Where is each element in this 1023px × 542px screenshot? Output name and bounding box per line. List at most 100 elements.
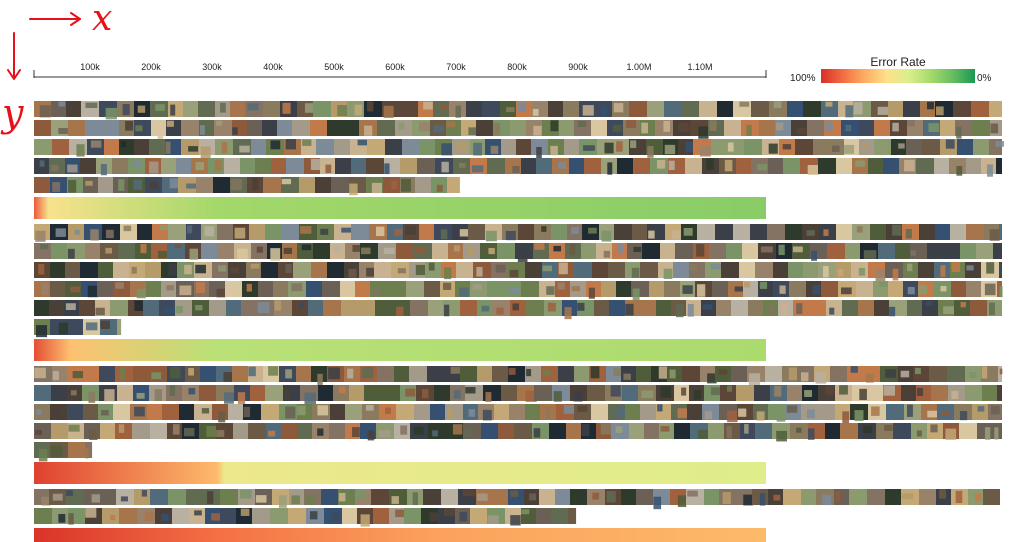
image-thumbnail[interactable] bbox=[34, 300, 49, 316]
image-thumbnail[interactable] bbox=[787, 101, 803, 117]
image-thumbnail[interactable] bbox=[424, 281, 440, 297]
image-thumbnail[interactable] bbox=[220, 508, 236, 524]
image-thumbnail[interactable] bbox=[534, 385, 552, 401]
image-thumbnail[interactable] bbox=[134, 120, 151, 136]
image-thumbnail[interactable] bbox=[629, 101, 647, 117]
image-thumbnail[interactable] bbox=[434, 385, 450, 401]
image-thumbnail[interactable] bbox=[525, 262, 542, 278]
image-thumbnail[interactable] bbox=[874, 120, 890, 136]
image-thumbnail[interactable] bbox=[656, 300, 671, 316]
image-thumbnail[interactable] bbox=[916, 158, 934, 174]
image-thumbnail[interactable] bbox=[765, 366, 782, 382]
image-thumbnail[interactable] bbox=[342, 508, 357, 524]
image-thumbnail[interactable] bbox=[836, 224, 852, 240]
image-thumbnail[interactable] bbox=[134, 139, 149, 155]
image-thumbnail[interactable] bbox=[330, 404, 345, 420]
image-thumbnail[interactable] bbox=[470, 508, 487, 524]
image-thumbnail[interactable] bbox=[117, 319, 122, 335]
image-thumbnail[interactable] bbox=[742, 243, 758, 259]
image-thumbnail[interactable] bbox=[441, 489, 458, 505]
image-thumbnail[interactable] bbox=[803, 101, 821, 117]
image-thumbnail[interactable] bbox=[415, 177, 431, 193]
image-thumbnail[interactable] bbox=[358, 300, 375, 316]
image-thumbnail[interactable] bbox=[813, 139, 829, 155]
image-thumbnail[interactable] bbox=[137, 224, 152, 240]
image-thumbnail[interactable] bbox=[112, 158, 128, 174]
image-thumbnail[interactable] bbox=[751, 101, 769, 117]
image-thumbnail[interactable] bbox=[581, 243, 596, 259]
image-thumbnail[interactable] bbox=[785, 224, 802, 240]
image-thumbnail[interactable] bbox=[98, 262, 113, 278]
image-thumbnail[interactable] bbox=[129, 262, 145, 278]
image-thumbnail[interactable] bbox=[858, 300, 874, 316]
image-thumbnail[interactable] bbox=[922, 139, 940, 155]
image-thumbnail[interactable] bbox=[186, 489, 202, 505]
image-thumbnail[interactable] bbox=[34, 385, 51, 401]
image-thumbnail[interactable] bbox=[970, 300, 987, 316]
image-thumbnail[interactable] bbox=[574, 366, 589, 382]
image-thumbnail[interactable] bbox=[232, 366, 248, 382]
image-thumbnail[interactable] bbox=[973, 139, 989, 155]
image-thumbnail[interactable] bbox=[697, 224, 715, 240]
image-thumbnail[interactable] bbox=[999, 224, 1002, 240]
image-thumbnail[interactable] bbox=[34, 139, 52, 155]
image-thumbnail[interactable] bbox=[587, 385, 605, 401]
image-thumbnail[interactable] bbox=[685, 158, 702, 174]
image-thumbnail[interactable] bbox=[367, 139, 385, 155]
error-rate-bar[interactable] bbox=[34, 197, 766, 219]
image-thumbnail[interactable] bbox=[51, 385, 67, 401]
image-thumbnail[interactable] bbox=[374, 262, 391, 278]
image-thumbnail[interactable] bbox=[200, 366, 216, 382]
image-thumbnail[interactable] bbox=[840, 423, 858, 439]
image-thumbnail[interactable] bbox=[66, 101, 81, 117]
image-thumbnail[interactable] bbox=[306, 281, 322, 297]
image-thumbnail[interactable] bbox=[993, 243, 1002, 259]
image-thumbnail[interactable] bbox=[265, 385, 283, 401]
image-thumbnail[interactable] bbox=[335, 158, 351, 174]
image-thumbnail[interactable] bbox=[409, 366, 427, 382]
image-thumbnail[interactable] bbox=[400, 158, 417, 174]
image-thumbnail[interactable] bbox=[594, 300, 609, 316]
image-thumbnail[interactable] bbox=[423, 489, 441, 505]
image-thumbnail[interactable] bbox=[801, 489, 816, 505]
image-thumbnail[interactable] bbox=[67, 404, 83, 420]
image-thumbnail[interactable] bbox=[118, 243, 135, 259]
image-thumbnail[interactable] bbox=[460, 366, 477, 382]
image-thumbnail[interactable] bbox=[827, 243, 845, 259]
image-thumbnail[interactable] bbox=[809, 300, 826, 316]
image-thumbnail[interactable] bbox=[726, 243, 742, 259]
image-thumbnail[interactable] bbox=[842, 300, 858, 316]
image-thumbnail[interactable] bbox=[447, 177, 460, 193]
image-thumbnail[interactable] bbox=[34, 177, 50, 193]
image-thumbnail[interactable] bbox=[750, 224, 767, 240]
image-thumbnail[interactable] bbox=[641, 300, 656, 316]
image-thumbnail[interactable] bbox=[584, 158, 601, 174]
image-thumbnail[interactable] bbox=[748, 300, 763, 316]
image-thumbnail[interactable] bbox=[724, 120, 741, 136]
image-thumbnail[interactable] bbox=[642, 243, 660, 259]
image-thumbnail[interactable] bbox=[895, 243, 910, 259]
image-thumbnail[interactable] bbox=[516, 139, 531, 155]
image-thumbnail[interactable] bbox=[49, 300, 64, 316]
image-thumbnail[interactable] bbox=[704, 489, 719, 505]
image-thumbnail[interactable] bbox=[664, 101, 681, 117]
image-thumbnail[interactable] bbox=[539, 489, 555, 505]
image-thumbnail[interactable] bbox=[965, 385, 982, 401]
image-thumbnail[interactable] bbox=[241, 300, 257, 316]
image-thumbnail[interactable] bbox=[226, 300, 241, 316]
image-thumbnail[interactable] bbox=[867, 385, 883, 401]
image-thumbnail[interactable] bbox=[919, 224, 935, 240]
image-thumbnail[interactable] bbox=[878, 243, 895, 259]
error-rate-bar[interactable] bbox=[34, 339, 766, 361]
image-thumbnail[interactable] bbox=[687, 404, 702, 420]
image-thumbnail[interactable] bbox=[147, 404, 162, 420]
image-thumbnail[interactable] bbox=[311, 262, 327, 278]
image-thumbnail[interactable] bbox=[733, 224, 750, 240]
image-thumbnail[interactable] bbox=[255, 158, 271, 174]
image-thumbnail[interactable] bbox=[558, 366, 574, 382]
image-thumbnail[interactable] bbox=[364, 385, 382, 401]
image-thumbnail[interactable] bbox=[982, 385, 997, 401]
image-thumbnail[interactable] bbox=[509, 404, 525, 420]
image-thumbnail[interactable] bbox=[526, 300, 544, 316]
image-thumbnail[interactable] bbox=[632, 224, 647, 240]
